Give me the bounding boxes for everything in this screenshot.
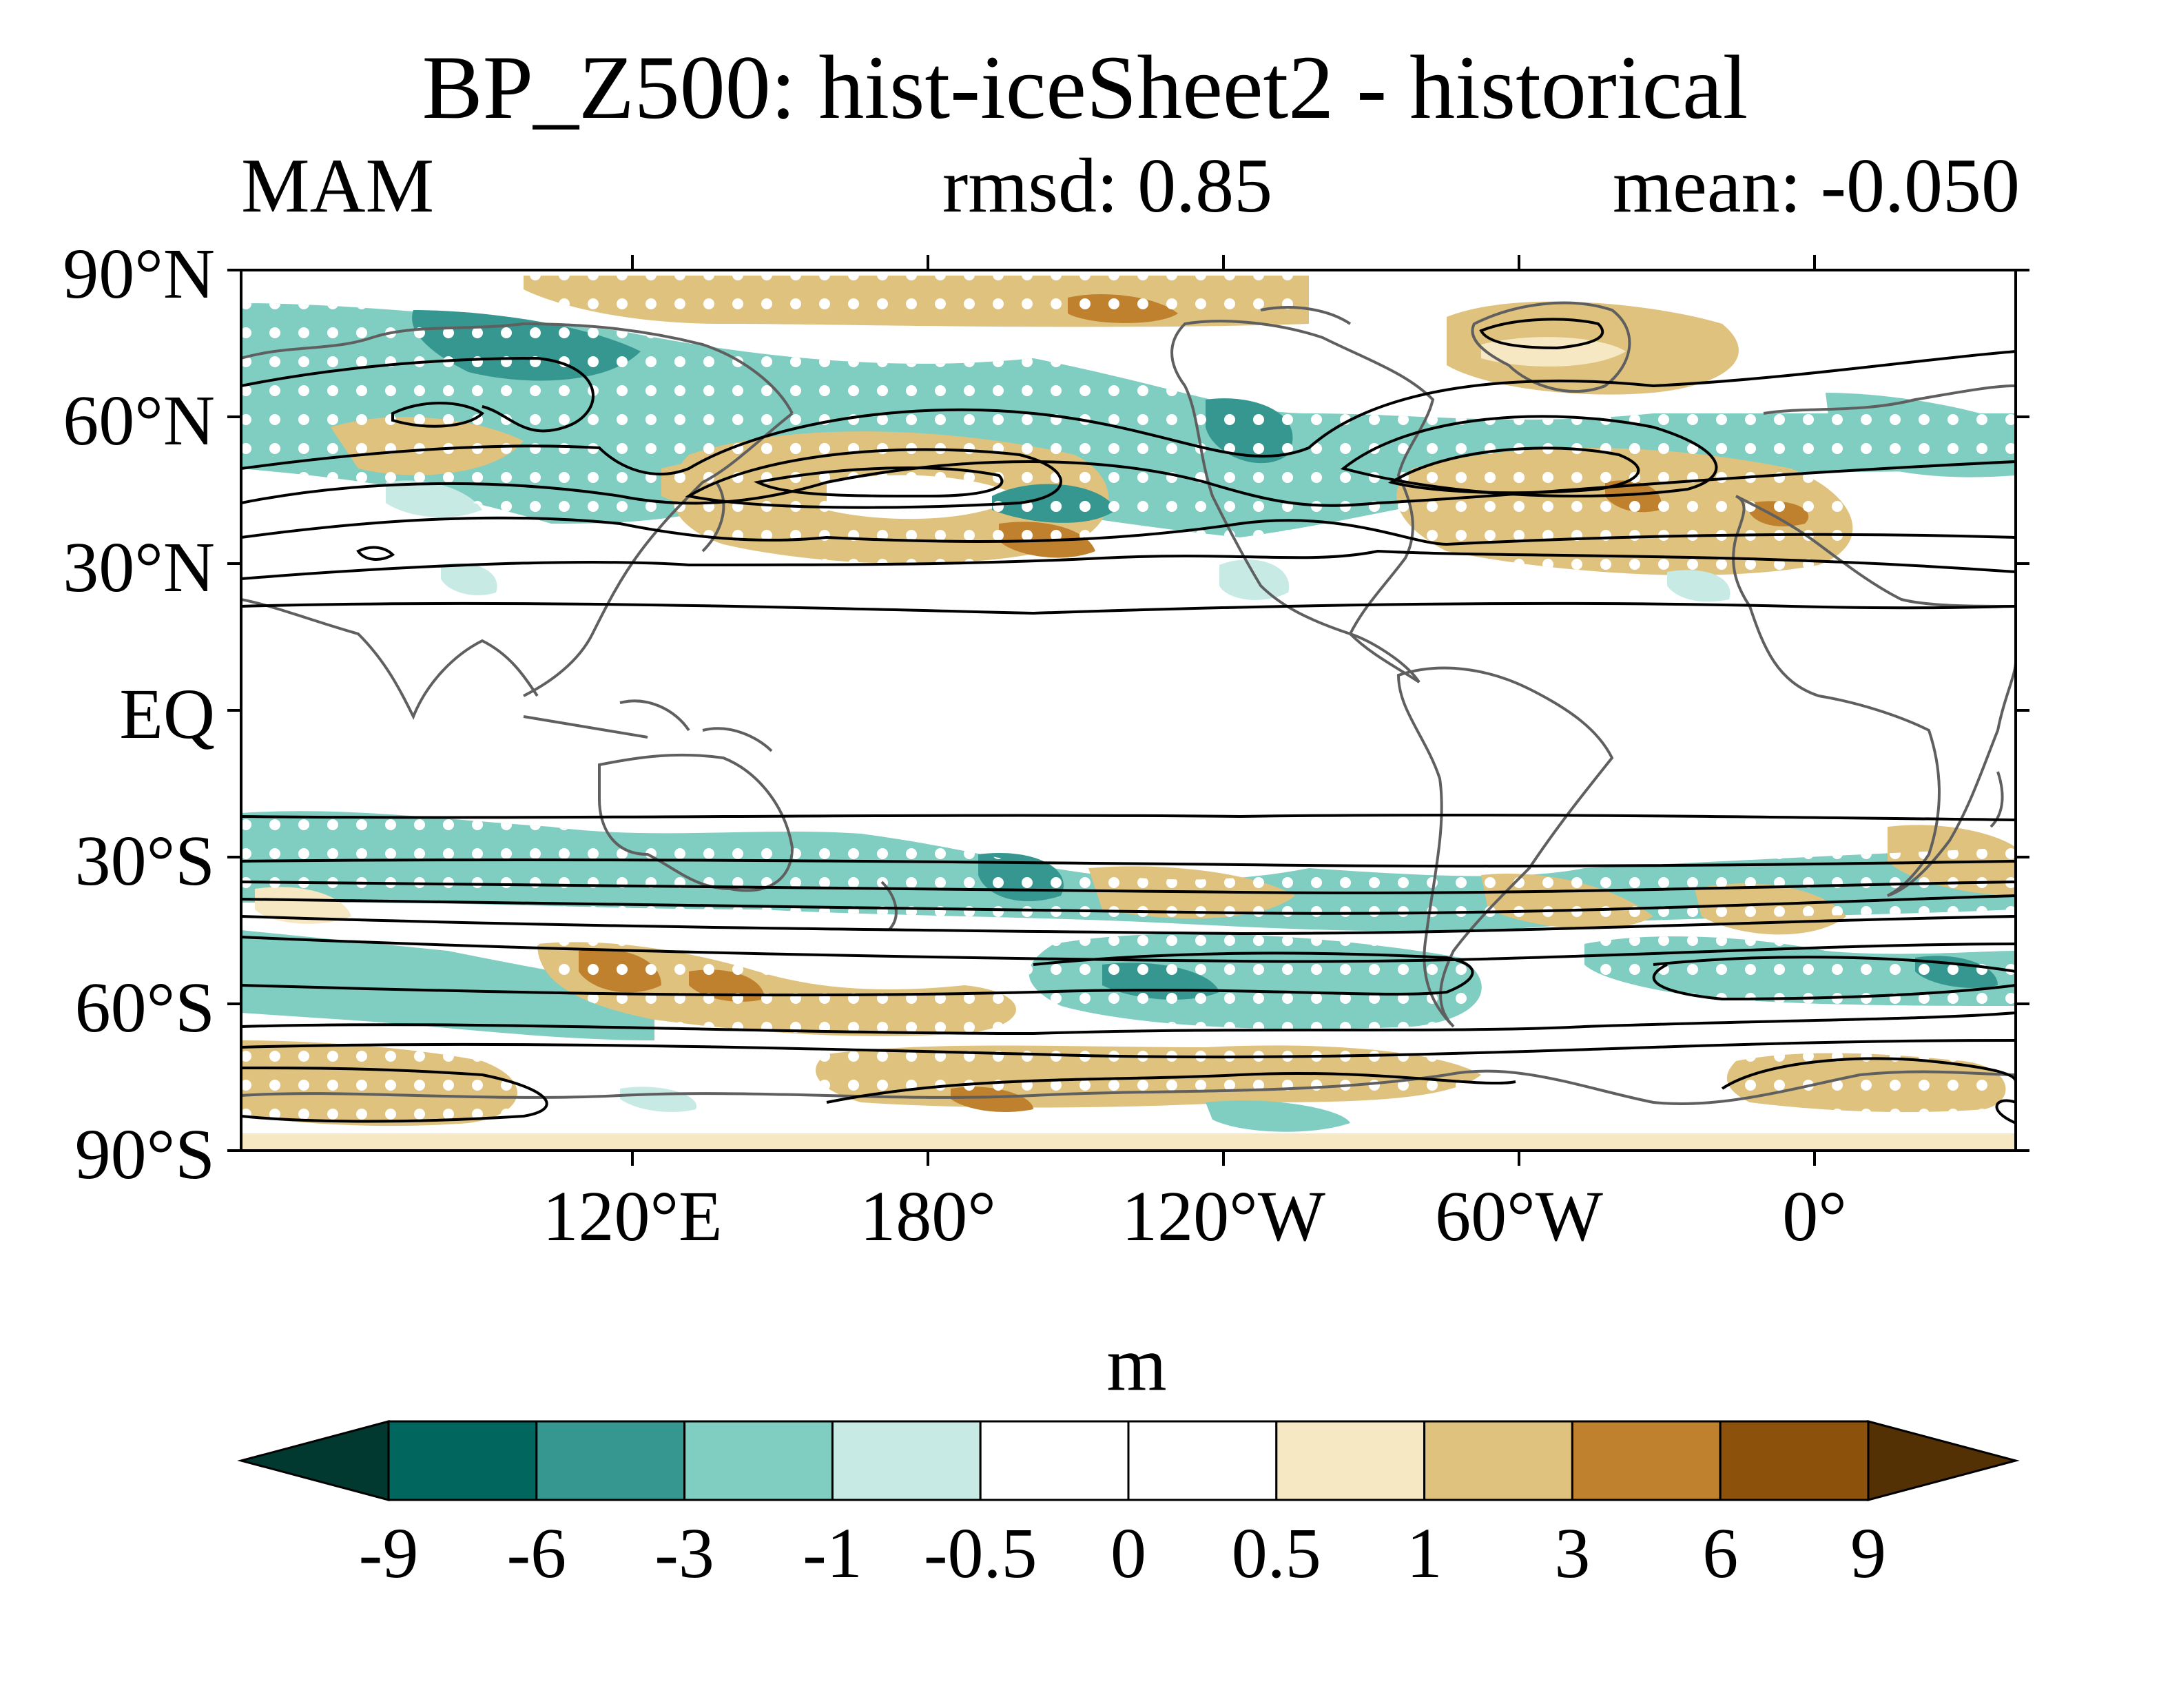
colorbar-tick-label: 3 xyxy=(1554,1514,1591,1593)
lat-label-30s: 30°S xyxy=(75,821,215,901)
colorbar-box xyxy=(831,1420,982,1501)
map-plot-area xyxy=(241,270,2016,1151)
colorbar-box xyxy=(1127,1420,1278,1501)
colorbar-box xyxy=(1571,1420,1722,1501)
lon-label-180: 180° xyxy=(860,1177,996,1256)
colorbar-tick-label: -6 xyxy=(506,1514,567,1593)
colorbar-units: m xyxy=(1106,1321,1167,1407)
colorbar-box xyxy=(1719,1420,1870,1501)
colorbar-tick-label: -1 xyxy=(803,1514,862,1593)
colorbar-tick-label: 0 xyxy=(1110,1514,1146,1593)
lat-label-90n: 90°N xyxy=(63,234,215,313)
season-label: MAM xyxy=(241,143,435,229)
lat-ticks xyxy=(227,269,2029,1152)
colorbar xyxy=(237,1420,2020,1501)
colorbar-box xyxy=(1275,1420,1426,1501)
colorbar-tick-label: 9 xyxy=(1850,1514,1886,1593)
colorbar-box xyxy=(535,1420,686,1501)
lat-label-eq: EQ xyxy=(119,675,215,754)
lon-label-120e: 120°E xyxy=(542,1177,722,1256)
mean-label: mean: -0.050 xyxy=(1613,143,2020,229)
colorbar-tick-label: 6 xyxy=(1702,1514,1739,1593)
lon-label-60w: 60°W xyxy=(1435,1177,1603,1256)
lat-label-30n: 30°N xyxy=(63,528,215,607)
climatology-contours xyxy=(241,318,2016,1124)
lat-label-60n: 60°N xyxy=(63,381,215,460)
colorbar-box xyxy=(1423,1420,1573,1501)
lon-label-120w: 120°W xyxy=(1122,1177,1325,1256)
lat-label-60s: 60°S xyxy=(75,968,215,1047)
colorbar-tick-label: -0.5 xyxy=(923,1514,1037,1593)
lon-label-0: 0° xyxy=(1782,1177,1847,1256)
colorbar-tick-label: -9 xyxy=(358,1514,419,1593)
lon-ticks xyxy=(631,255,1816,1166)
colorbar-min-arrow xyxy=(237,1420,390,1501)
rmsd-label: rmsd: 0.85 xyxy=(942,143,1273,229)
colorbar-tick-label: 0.5 xyxy=(1231,1514,1321,1593)
colorbar-box xyxy=(979,1420,1130,1501)
colorbar-box xyxy=(683,1420,834,1501)
colorbar-tick-label: -3 xyxy=(654,1514,714,1593)
lat-label-90s: 90°S xyxy=(75,1115,215,1194)
colorbar-tick-label: 1 xyxy=(1406,1514,1443,1593)
colorbar-max-arrow xyxy=(1867,1420,2020,1501)
coastlines xyxy=(241,301,2016,1105)
map-title: BP_Z500: hist-iceSheet2 - historical xyxy=(422,37,1748,138)
colorbar-box xyxy=(387,1420,538,1501)
